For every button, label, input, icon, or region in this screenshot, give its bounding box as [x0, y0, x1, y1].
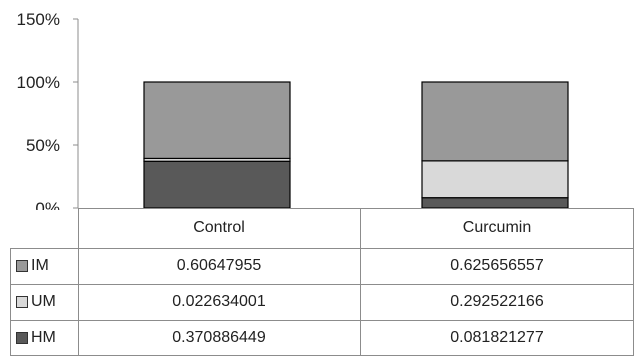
table-rule — [360, 208, 361, 356]
bar-segment-um-curcumin — [421, 160, 569, 199]
data-label-im-curcumin: 0.625656557 — [450, 257, 544, 274]
data-table: Control Curcumin IM 0.60647955 0.625656557 UM… — [10, 208, 634, 356]
y-tick-label: 150% — [17, 10, 60, 29]
data-label-hm-control: 0.370886449 — [172, 329, 266, 346]
data-label-um-control: 0.022634001 — [172, 293, 266, 310]
data-label-im-control: 0.60647955 — [176, 257, 262, 274]
table-rule — [10, 248, 11, 356]
bar-segment-im-curcumin — [421, 81, 569, 162]
bar-segment-im-control — [143, 81, 291, 160]
legend-entry-um: UM — [10, 284, 78, 320]
chart: 0% 50% 100% 150% — [17, 10, 569, 210]
legend-swatch-im — [16, 260, 28, 272]
bar-segment-hm-curcumin — [421, 197, 569, 209]
y-axis: 0% 50% 100% 150% — [17, 10, 79, 210]
legend-swatch-hm — [16, 332, 28, 344]
table-rule — [10, 355, 634, 356]
table-rule — [633, 208, 634, 356]
bars — [143, 81, 569, 209]
legend-label-hm: HM — [31, 329, 56, 346]
bar-segment-hm-control — [143, 160, 291, 209]
table-rule — [10, 248, 634, 249]
legend-entry-hm: HM — [10, 320, 78, 356]
legend-label-im: IM — [31, 257, 49, 274]
table-rule — [78, 208, 634, 209]
table-rule — [10, 284, 634, 285]
data-label-um-curcumin: 0.292522166 — [450, 293, 544, 310]
data-label-hm-curcumin: 0.081821277 — [450, 329, 544, 346]
y-tick-label: 0% — [35, 199, 60, 210]
x-tick-label-control: Control — [193, 219, 245, 236]
legend-swatch-um — [16, 296, 28, 308]
table-rule — [78, 208, 79, 356]
y-tick-label: 50% — [26, 136, 60, 155]
table-rule — [10, 320, 634, 321]
legend-label-um: UM — [31, 293, 56, 310]
x-tick-label-curcumin: Curcumin — [462, 219, 532, 236]
y-tick-label: 100% — [17, 73, 60, 92]
legend-entry-im: IM — [10, 248, 78, 284]
